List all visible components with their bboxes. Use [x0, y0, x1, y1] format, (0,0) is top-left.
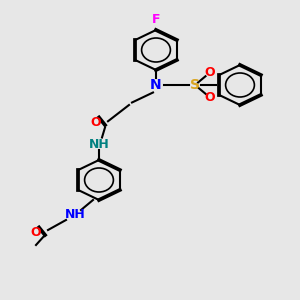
Text: NH: NH	[88, 139, 110, 152]
Text: O: O	[205, 66, 215, 79]
Text: NH: NH	[64, 208, 86, 221]
Text: N: N	[150, 78, 162, 92]
Text: O: O	[31, 226, 41, 239]
Text: O: O	[205, 91, 215, 104]
Text: O: O	[91, 116, 101, 129]
Text: F: F	[152, 13, 160, 26]
Text: S: S	[190, 78, 200, 92]
